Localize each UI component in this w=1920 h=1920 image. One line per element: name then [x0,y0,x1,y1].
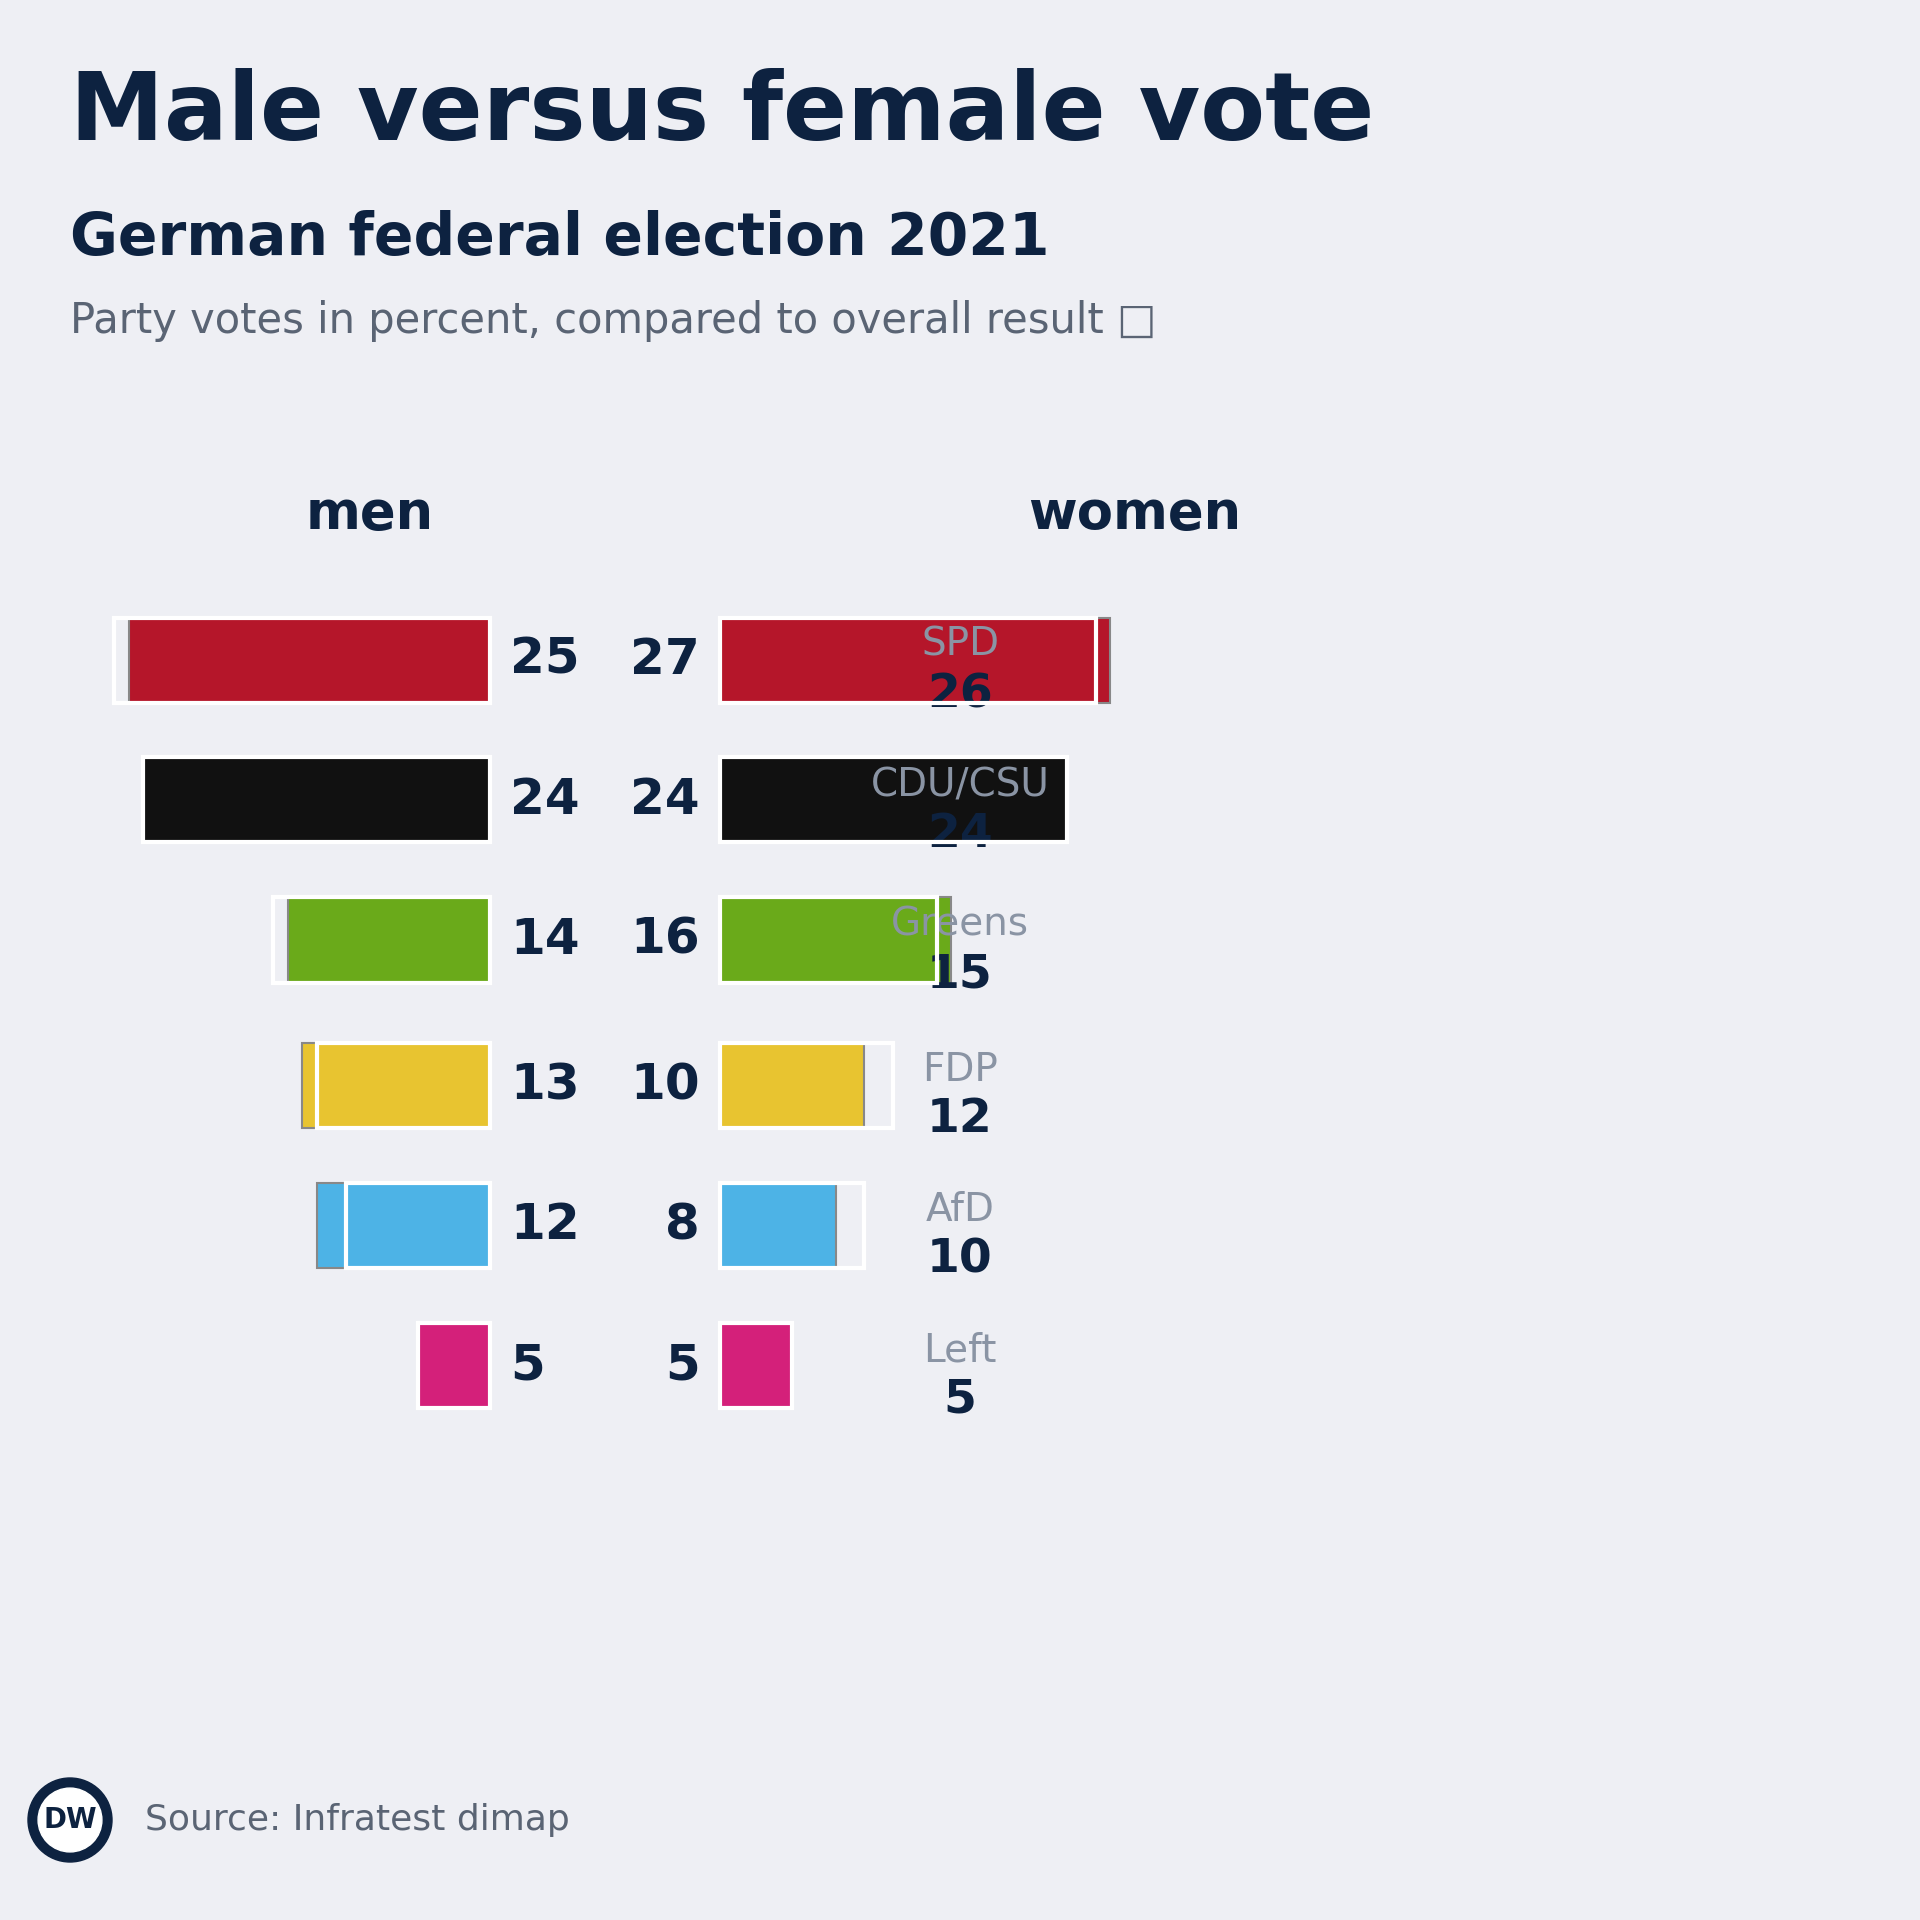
Text: 5: 5 [511,1340,545,1388]
Text: 5: 5 [943,1377,977,1423]
Text: 14: 14 [511,916,580,964]
Text: 12: 12 [927,1098,993,1142]
Text: Source: Infratest dimap: Source: Infratest dimap [146,1803,570,1837]
Text: 10: 10 [927,1238,993,1283]
Text: 24: 24 [927,812,993,858]
Text: Party votes in percent, compared to overall result □: Party votes in percent, compared to over… [69,300,1156,342]
Text: 24: 24 [630,776,701,824]
Text: women: women [1029,488,1242,540]
Text: German federal election 2021: German federal election 2021 [69,209,1050,267]
Text: Left: Left [924,1331,996,1369]
Text: SPD: SPD [922,626,998,664]
Text: Greens: Greens [891,906,1029,945]
Text: 26: 26 [927,672,993,718]
Text: 8: 8 [664,1202,701,1250]
Text: 27: 27 [630,636,701,684]
Text: 25: 25 [511,636,580,684]
Text: 10: 10 [630,1062,701,1110]
Text: 16: 16 [630,916,701,964]
Text: AfD: AfD [925,1190,995,1229]
Text: 13: 13 [511,1062,580,1110]
Text: CDU/CSU: CDU/CSU [870,766,1050,804]
Text: Male versus female vote: Male versus female vote [69,67,1375,159]
Text: DW: DW [42,1807,96,1834]
Text: 5: 5 [664,1340,701,1388]
Text: FDP: FDP [922,1050,998,1089]
Text: 24: 24 [511,776,580,824]
Text: 12: 12 [511,1202,580,1250]
Text: men: men [305,488,434,540]
Text: 15: 15 [927,952,993,998]
